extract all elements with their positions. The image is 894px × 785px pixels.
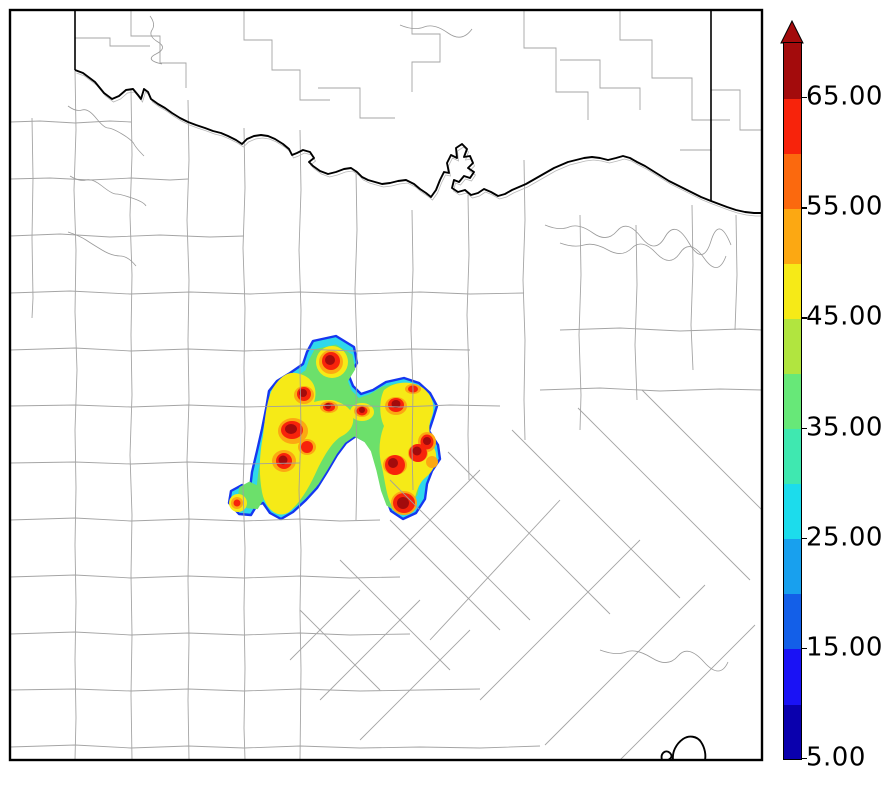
colorbar-segment	[784, 428, 801, 485]
colorbar-tick-label: 55.00	[806, 191, 883, 222]
colorbar-tick	[801, 537, 807, 540]
colorbar-tick	[801, 647, 807, 650]
colorbar-segment	[784, 208, 801, 264]
colorbar-tick-label: 65.00	[806, 81, 883, 112]
colorbar-tick	[801, 758, 807, 760]
state-borders	[74, 10, 712, 201]
colorbar-segment	[784, 648, 801, 705]
map-frame	[8, 8, 764, 762]
colorbar-arrow-shape	[780, 19, 804, 44]
colorbar-segment	[784, 538, 801, 595]
colorbar-segment	[784, 593, 801, 650]
colorbar-segment	[784, 98, 801, 154]
colorbar-tick-label: 5.00	[806, 742, 866, 773]
swath-band-dark-red	[278, 355, 431, 509]
colorbar-tick-label: 45.00	[806, 301, 883, 332]
colorbar-tick-label: 25.00	[806, 522, 883, 553]
colorbar-segment	[784, 263, 801, 319]
colorbar-segment	[784, 153, 801, 209]
colorbar-tick-label: 35.00	[806, 411, 883, 442]
county-lines	[10, 10, 762, 760]
colorbar-tick	[801, 427, 807, 429]
colorbar-segment	[784, 483, 801, 540]
colorbar-arrow	[780, 19, 804, 44]
colorbar-segment	[784, 318, 801, 375]
colorbar-bar	[783, 42, 802, 760]
colorbar-segment	[784, 43, 801, 99]
colorbar-segment	[784, 703, 801, 759]
colorbar-segment	[784, 373, 801, 430]
colorbar-tick-label: 15.00	[806, 632, 883, 663]
colorbar-tick	[801, 97, 807, 99]
stream-lines	[67, 15, 762, 672]
colorbar-tick	[801, 317, 807, 319]
heat-swath	[227, 334, 442, 521]
lake-bottom-right	[660, 735, 707, 760]
colorbar-tick	[801, 207, 807, 209]
